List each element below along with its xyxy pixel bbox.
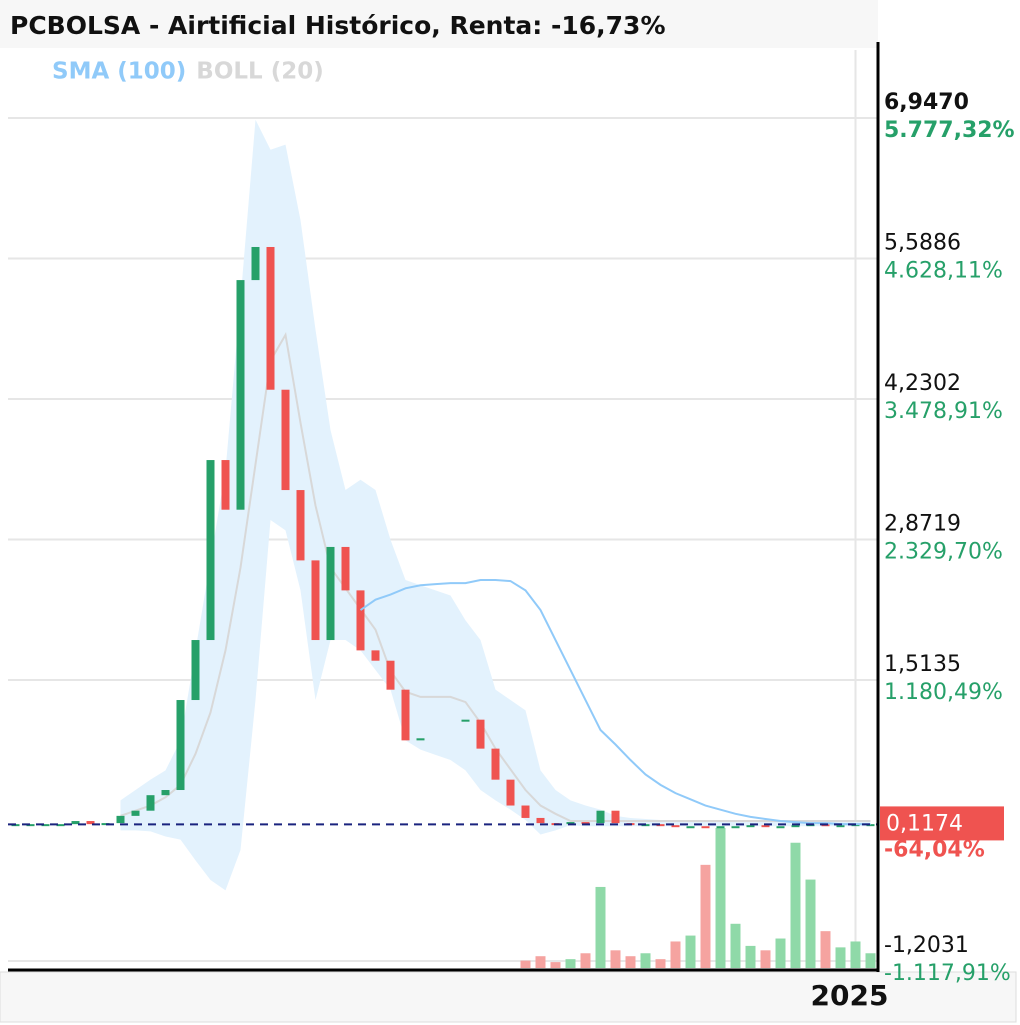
x-tick-label: 2025 bbox=[811, 979, 889, 1012]
y2-tick-label: 5.777,32% bbox=[884, 118, 1015, 143]
volume-bar bbox=[835, 947, 846, 968]
volume-bar bbox=[670, 941, 681, 968]
last-price-box bbox=[880, 806, 1004, 841]
volume-bar bbox=[790, 842, 801, 968]
candle bbox=[356, 590, 365, 651]
y2-tick-label: -1.117,91% bbox=[884, 961, 1011, 986]
candle bbox=[296, 490, 305, 561]
volume-bar bbox=[805, 879, 816, 968]
candle bbox=[731, 826, 740, 829]
candle bbox=[596, 810, 605, 824]
volume-bar bbox=[610, 950, 621, 968]
last-price-label: 0,1174 bbox=[886, 811, 963, 836]
volume-bar bbox=[715, 828, 726, 968]
candle bbox=[611, 810, 620, 824]
candle bbox=[41, 824, 50, 827]
sma-line bbox=[359, 579, 871, 826]
y-tick-label: 6,9470 bbox=[884, 90, 969, 115]
boll-band bbox=[120, 119, 871, 891]
volume-bar bbox=[580, 953, 591, 968]
candle bbox=[701, 826, 710, 829]
candle bbox=[401, 689, 410, 741]
y-tick-label: 2,8719 bbox=[884, 512, 961, 537]
y-tick-label: 1,5135 bbox=[884, 652, 961, 677]
candle bbox=[836, 825, 845, 828]
candle bbox=[776, 826, 785, 829]
candle bbox=[311, 560, 320, 641]
candle bbox=[476, 719, 485, 749]
volume-bar bbox=[865, 953, 876, 968]
boll-middle bbox=[120, 332, 871, 823]
volume-bar bbox=[850, 941, 861, 968]
candle bbox=[371, 650, 380, 661]
candle bbox=[341, 546, 350, 591]
chart-title: PCBOLSA - Airtificial Histórico, Renta: … bbox=[10, 11, 666, 40]
candle bbox=[761, 825, 770, 828]
candle bbox=[491, 748, 500, 780]
candle bbox=[791, 825, 800, 828]
y-tick-label: 4,2302 bbox=[884, 371, 961, 396]
candle bbox=[86, 821, 95, 825]
volume-bar bbox=[820, 931, 831, 968]
candle bbox=[251, 246, 260, 281]
candle bbox=[386, 660, 395, 690]
candle bbox=[671, 825, 680, 828]
candle bbox=[161, 790, 170, 796]
candle bbox=[221, 460, 230, 510]
candle bbox=[266, 246, 275, 390]
candle bbox=[56, 824, 65, 827]
title-bar bbox=[0, 0, 878, 48]
candle bbox=[656, 824, 665, 827]
volume-bar bbox=[535, 956, 546, 968]
volume-bar bbox=[745, 945, 756, 968]
candle bbox=[176, 700, 185, 791]
volume-bar bbox=[685, 935, 696, 968]
volume-bar bbox=[730, 923, 741, 968]
candle bbox=[116, 815, 125, 824]
y-tick-label: -1,2031 bbox=[884, 933, 969, 958]
volume-bar bbox=[640, 953, 651, 968]
candle bbox=[716, 826, 725, 829]
candle bbox=[566, 822, 575, 825]
candle bbox=[746, 825, 755, 828]
y-tick-label: 5,5886 bbox=[884, 231, 961, 256]
legend-entry: BOLL (20) bbox=[196, 59, 323, 85]
candle bbox=[281, 389, 290, 491]
volume-bar bbox=[655, 959, 666, 968]
candle bbox=[326, 546, 335, 641]
y2-tick-label: 1.180,49% bbox=[884, 680, 1003, 705]
candle bbox=[101, 823, 110, 826]
candle bbox=[131, 810, 140, 816]
volume-bar bbox=[550, 962, 561, 968]
volume-bar bbox=[775, 938, 786, 968]
candle bbox=[71, 821, 80, 825]
y2-tick-label: 2.329,70% bbox=[884, 540, 1003, 565]
volume-bar bbox=[565, 959, 576, 968]
candle bbox=[146, 795, 155, 811]
candle bbox=[206, 460, 215, 641]
candle bbox=[461, 719, 470, 722]
volume-bar bbox=[520, 960, 531, 968]
candle bbox=[236, 280, 245, 510]
candle bbox=[191, 640, 200, 701]
volume-bar bbox=[595, 886, 606, 968]
candle bbox=[536, 817, 545, 824]
legend-entry: SMA (100) bbox=[52, 59, 186, 85]
volume-bar bbox=[700, 864, 711, 968]
volume-bar bbox=[625, 956, 636, 968]
last-change-label: -64,04% bbox=[884, 837, 985, 862]
candle bbox=[521, 805, 530, 818]
volume-bar bbox=[760, 950, 771, 968]
candle bbox=[416, 738, 425, 741]
candle bbox=[581, 822, 590, 825]
y2-tick-label: 4.628,11% bbox=[884, 259, 1003, 284]
x-axis-strip bbox=[0, 971, 1017, 1023]
candle bbox=[506, 779, 515, 806]
candle bbox=[686, 826, 695, 829]
y2-tick-label: 3.478,91% bbox=[884, 399, 1003, 424]
candle bbox=[26, 824, 35, 827]
